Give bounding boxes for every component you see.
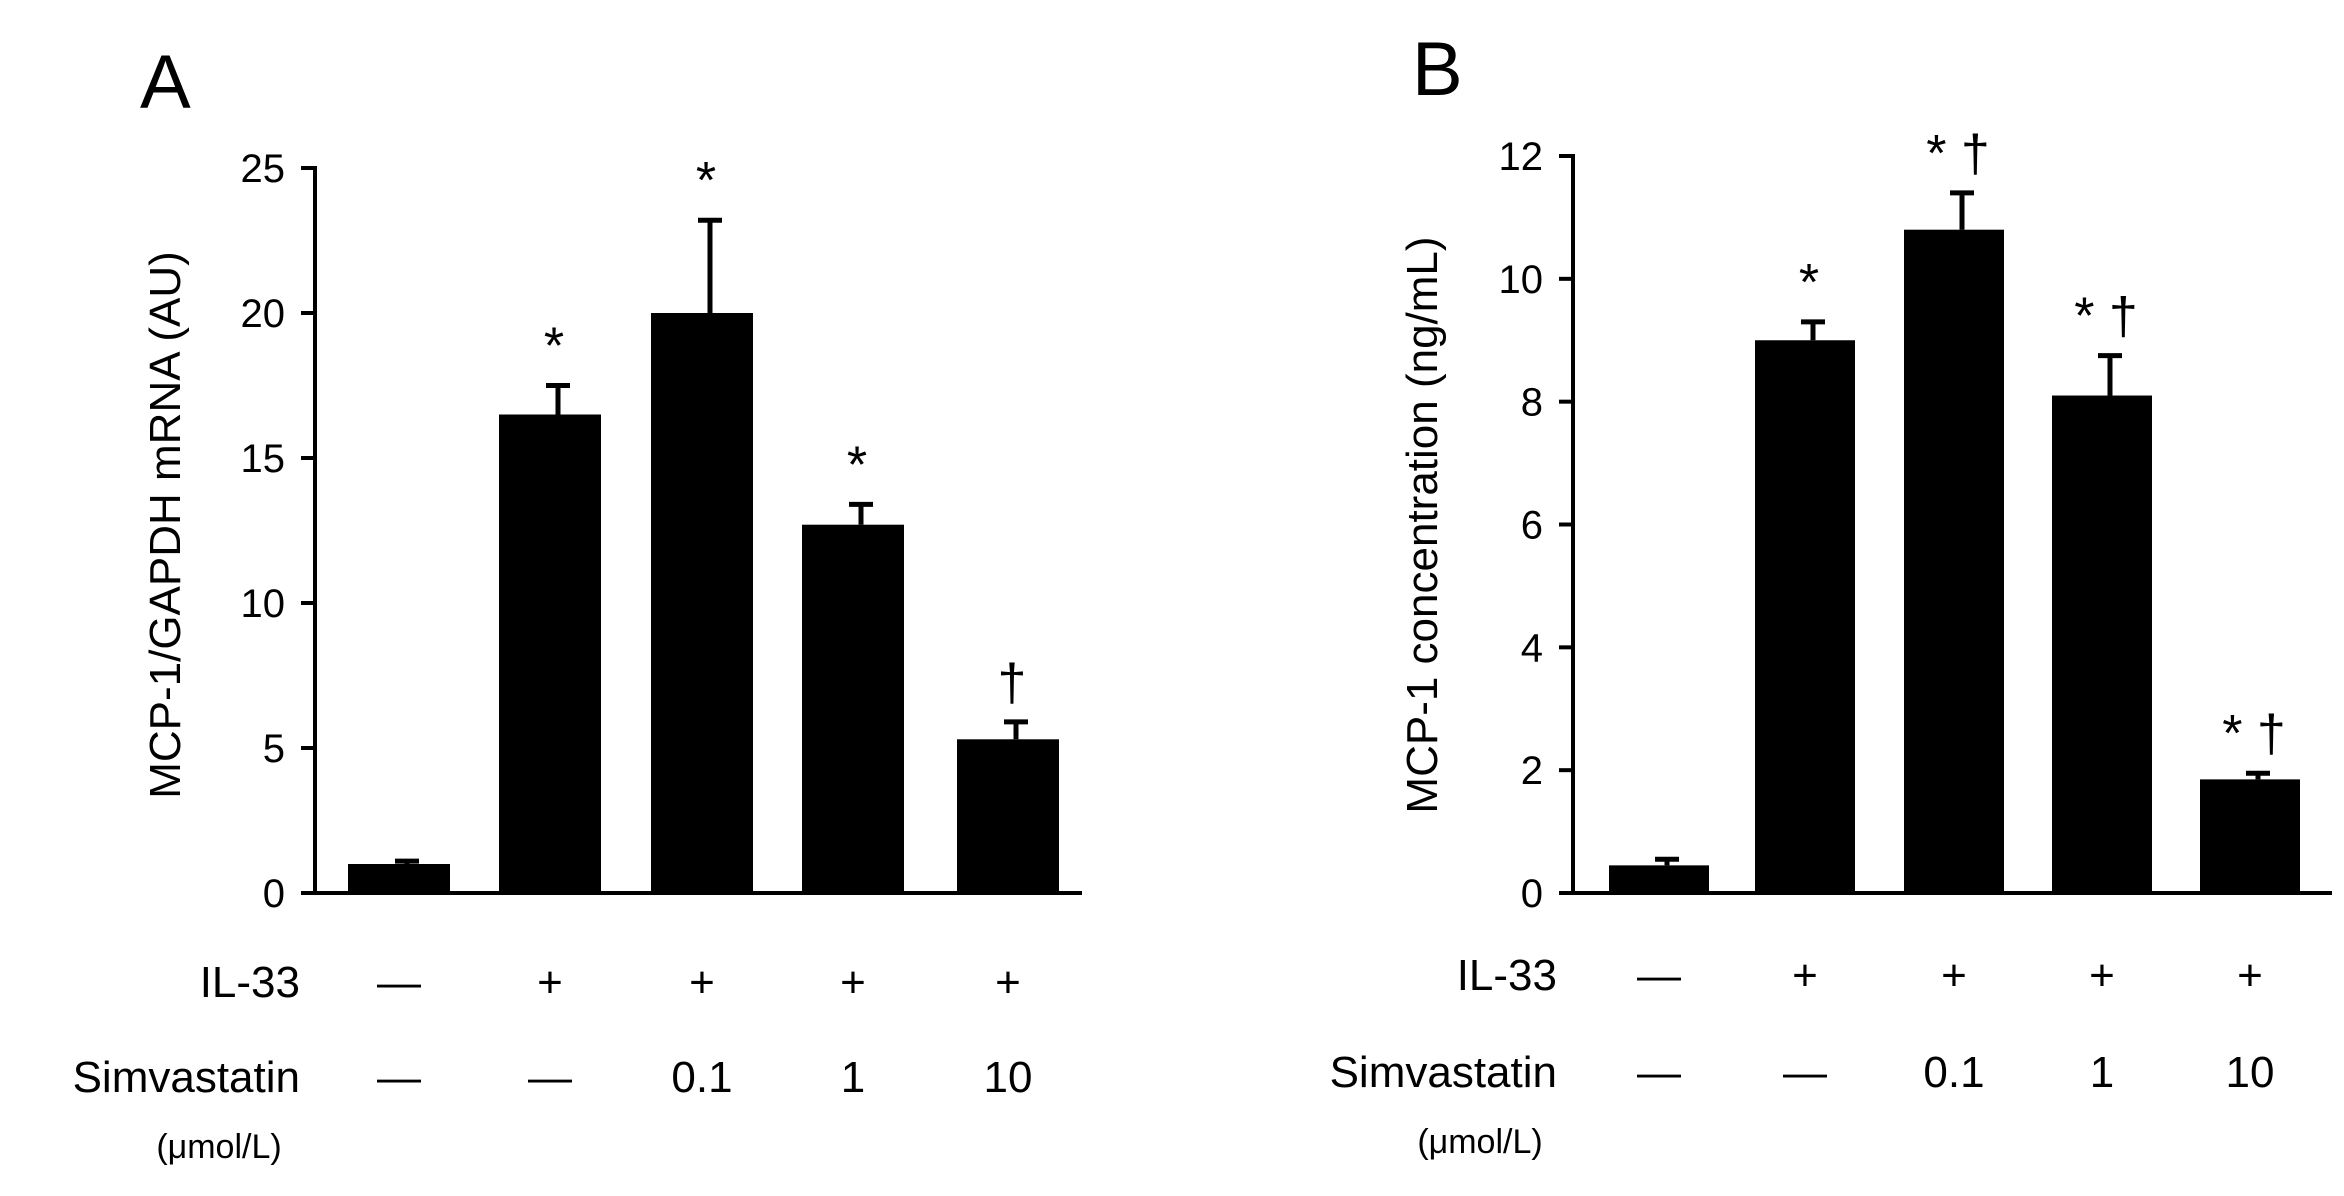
panel-a-il33-value: +: [537, 958, 563, 1007]
panel-b-simvastatin-value: 10: [2226, 1048, 2275, 1097]
panel-b-y-tick-label: 0: [1521, 872, 1543, 916]
panel-b-il33-label: IL-33: [1457, 951, 1557, 1000]
panel-b-bar: [2052, 395, 2152, 893]
panel-b-simvastatin-label: Simvastatin: [1330, 1048, 1557, 1097]
panel-a-y-tick-label: 15: [241, 437, 286, 481]
panel-a-il33-value: +: [689, 958, 715, 1007]
panel-b-y-tick-label: 12: [1499, 135, 1544, 179]
panel-b-il33-value: +: [2089, 951, 2115, 1000]
panel-a-significance-label: *: [696, 152, 716, 210]
panel-b-y-tick-label: 8: [1521, 381, 1543, 425]
panel-a-il33-value: +: [840, 958, 866, 1007]
panel-a-il33-value: —: [377, 958, 421, 1007]
panel-a-y-tick-label: 20: [241, 292, 286, 336]
panel-a-il33-value: +: [995, 958, 1021, 1007]
panel-b-bar: [1904, 229, 2004, 893]
panel-b-ylabel: MCP-1 concentration (ng/mL): [1398, 236, 1447, 813]
panel-a-unit-label: (μmol/L): [156, 1128, 281, 1166]
panel-a-simvastatin-value: 1: [841, 1053, 865, 1102]
panel-a-il33-label: IL-33: [200, 958, 300, 1007]
panel-a-y-tick-label: 5: [263, 727, 285, 771]
panel-b-simvastatin-value: —: [1637, 1048, 1681, 1097]
panel-a-significance-label: *: [847, 436, 867, 494]
panel-b-y-tick-label: 10: [1499, 258, 1544, 302]
panel-b-simvastatin-value: 0.1: [1923, 1048, 1984, 1097]
panel-a-y-tick-label: 25: [241, 147, 286, 191]
panel-b-significance-label: * †: [2074, 288, 2138, 346]
panel-a-simvastatin-value: 10: [984, 1053, 1033, 1102]
panel-a-bar: [499, 414, 601, 893]
panel-a-chart: A MCP-1/GAPDH mRNA (AU) IL-33 Simvastati…: [73, 40, 1082, 1166]
panel-b-il33-value: +: [2237, 951, 2263, 1000]
panel-a-y-tick-label: 0: [263, 872, 285, 916]
panel-b-bar: [2200, 779, 2300, 893]
panel-a-y-tick-label: 10: [241, 582, 286, 626]
panel-b-y-tick-label: 6: [1521, 504, 1543, 548]
panel-b-y-tick-label: 4: [1521, 626, 1543, 670]
panel-b-il33-value: +: [1941, 951, 1967, 1000]
panel-a-significance-label: †: [998, 654, 1027, 712]
panel-a-simvastatin-value: —: [528, 1053, 572, 1102]
panel-b-bar: [1755, 340, 1855, 893]
panel-b-y-tick-label: 2: [1521, 749, 1543, 793]
panel-a-ylabel: MCP-1/GAPDH mRNA (AU): [141, 251, 190, 799]
panel-a-bar: [348, 864, 450, 893]
panel-a-bar: [651, 313, 753, 893]
panel-b-il33-value: +: [1792, 951, 1818, 1000]
panel-b-simvastatin-value: —: [1783, 1048, 1827, 1097]
panel-b-simvastatin-value: 1: [2090, 1048, 2114, 1097]
panel-a-bar: [957, 739, 1059, 893]
panel-b-significance-label: * †: [1926, 125, 1990, 183]
panel-a-label: A: [140, 40, 191, 125]
panel-b-bar: [1609, 865, 1709, 893]
panel-a-significance-label: *: [544, 318, 564, 376]
panel-a-simvastatin-value: 0.1: [671, 1053, 732, 1102]
panel-a-simvastatin-value: —: [377, 1053, 421, 1102]
panel-b-label: B: [1412, 27, 1463, 112]
panel-a-bar: [802, 524, 904, 893]
panel-b-chart: B MCP-1 concentration (ng/mL) IL-33 Simv…: [1330, 27, 2332, 1161]
panel-b-significance-label: *: [1799, 254, 1819, 312]
panel-b-unit-label: (μmol/L): [1417, 1123, 1542, 1161]
panel-b-significance-label: * †: [2222, 705, 2286, 763]
panel-b-il33-value: —: [1637, 951, 1681, 1000]
panel-a-simvastatin-label: Simvastatin: [73, 1053, 300, 1102]
